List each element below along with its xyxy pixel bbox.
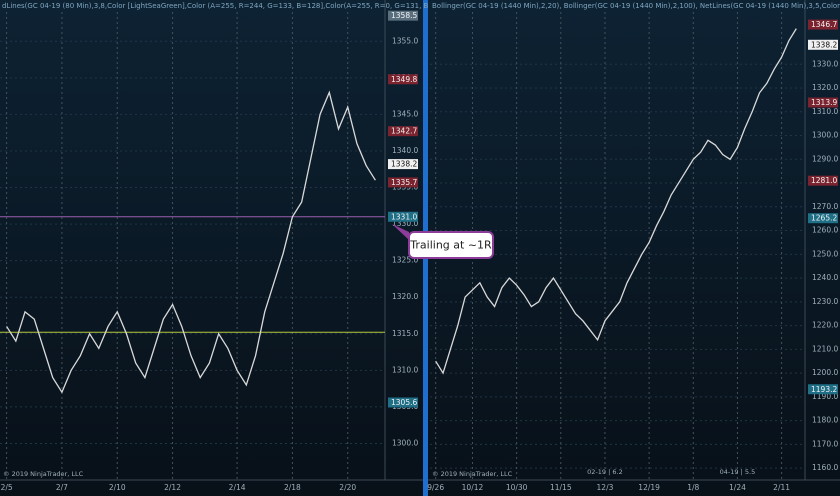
y-tick-label: 1180.0	[812, 416, 838, 425]
y-tick-label: 1310.0	[812, 107, 838, 116]
callout-text: Trailing at ~1R	[409, 239, 492, 252]
y-tick-label: 1240.0	[812, 273, 838, 282]
x-tick-label: 2/20	[339, 483, 356, 492]
price-badge-label: 1342.7	[391, 127, 417, 136]
x-tick-label: 12/19	[638, 483, 660, 492]
y-tick-label: 1290.0	[812, 154, 838, 163]
y-tick-label: 1315.0	[392, 329, 418, 338]
period-label: 04-19 | 5.5	[720, 468, 756, 476]
y-tick-label: 1170.0	[812, 439, 838, 448]
price-badge	[388, 10, 418, 21]
x-tick-label: 2/12	[164, 483, 181, 492]
y-tick-label: 1330.0	[392, 219, 418, 228]
y-tick-label: 1300.0	[812, 131, 838, 140]
left-copyright: © 2019 NinjaTrader, LLC	[3, 470, 84, 478]
callout-box	[408, 231, 494, 259]
price-badge-label: 1281.0	[811, 176, 837, 185]
price-badge-label: 1305.6	[391, 398, 417, 407]
y-tick-label: 1345.0	[392, 109, 418, 118]
y-tick-label: 1220.0	[812, 321, 838, 330]
x-tick-label: 10/12	[462, 483, 484, 492]
y-tick-label: 1190.0	[812, 392, 838, 401]
x-tick-label: 2/10	[109, 483, 126, 492]
callout: Trailing at ~1R	[392, 224, 494, 259]
x-tick-label: 11/15	[550, 483, 572, 492]
price-badge	[808, 97, 838, 108]
price-badge	[388, 126, 418, 137]
y-tick-label: 1210.0	[812, 344, 838, 353]
x-tick-label: 2/18	[284, 483, 301, 492]
x-tick-label: 9/26	[427, 483, 444, 492]
y-tick-label: 1160.0	[812, 463, 838, 472]
y-tick-label: 1320.0	[392, 292, 418, 301]
x-tick-label: 2/14	[229, 483, 246, 492]
price-badge-label: 1335.7	[391, 178, 417, 187]
price-line	[435, 28, 797, 375]
x-tick-label: 2/5	[1, 483, 13, 492]
price-badge	[388, 211, 418, 222]
x-tick-label: 1/8	[687, 483, 699, 492]
period-label: 02-19 | 6.2	[587, 468, 623, 476]
price-badge	[808, 39, 838, 50]
x-tick-label: 10/30	[506, 483, 528, 492]
y-tick-label: 1310.0	[392, 365, 418, 374]
left-panel	[0, 0, 423, 496]
price-badge	[388, 397, 418, 408]
y-tick-label: 1325.0	[392, 256, 418, 265]
y-tick-label: 1330.0	[812, 59, 838, 68]
price-line	[6, 90, 376, 394]
price-badge-label: 1331.0	[391, 212, 417, 221]
price-badge-label: 1313.9	[811, 98, 837, 107]
right-header: Bollinger(GC 04-19 (1440 Min),2,20), Bol…	[432, 2, 840, 10]
y-tick-label: 1260.0	[812, 226, 838, 235]
price-badge	[808, 19, 838, 30]
right-panel	[428, 0, 840, 496]
price-badge-label: 1338.2	[391, 160, 417, 169]
price-badge-label: 1338.2	[811, 40, 837, 49]
y-tick-label: 1200.0	[812, 368, 838, 377]
left-header: dLines(GC 04-19 (80 Min),3,8,Color [Ligh…	[2, 2, 429, 10]
price-badge	[388, 159, 418, 170]
x-tick-label: 12/3	[597, 483, 614, 492]
y-tick-label: 1270.0	[812, 202, 838, 211]
price-badge	[388, 74, 418, 85]
callout-arrow	[392, 224, 409, 240]
price-badge-label: 1265.2	[811, 214, 837, 223]
price-badge-label: 1346.7	[811, 20, 837, 29]
y-tick-label: 1250.0	[812, 249, 838, 258]
price-badge-label: 1193.2	[811, 385, 837, 394]
price-badge	[808, 384, 838, 395]
y-tick-label: 1320.0	[812, 83, 838, 92]
x-tick-label: 2/7	[56, 483, 68, 492]
price-badge	[808, 213, 838, 224]
price-badge-label: 1349.8	[391, 75, 417, 84]
x-tick-label: 2/11	[773, 483, 790, 492]
price-badge-label: 1358.5	[391, 11, 417, 20]
y-tick-label: 1230.0	[812, 297, 838, 306]
y-tick-label: 1340.0	[392, 146, 418, 155]
y-tick-label: 1300.0	[392, 438, 418, 447]
price-badge	[388, 177, 418, 188]
price-badge	[808, 175, 838, 186]
y-tick-label: 1355.0	[392, 36, 418, 45]
x-tick-label: 1/24	[729, 483, 746, 492]
